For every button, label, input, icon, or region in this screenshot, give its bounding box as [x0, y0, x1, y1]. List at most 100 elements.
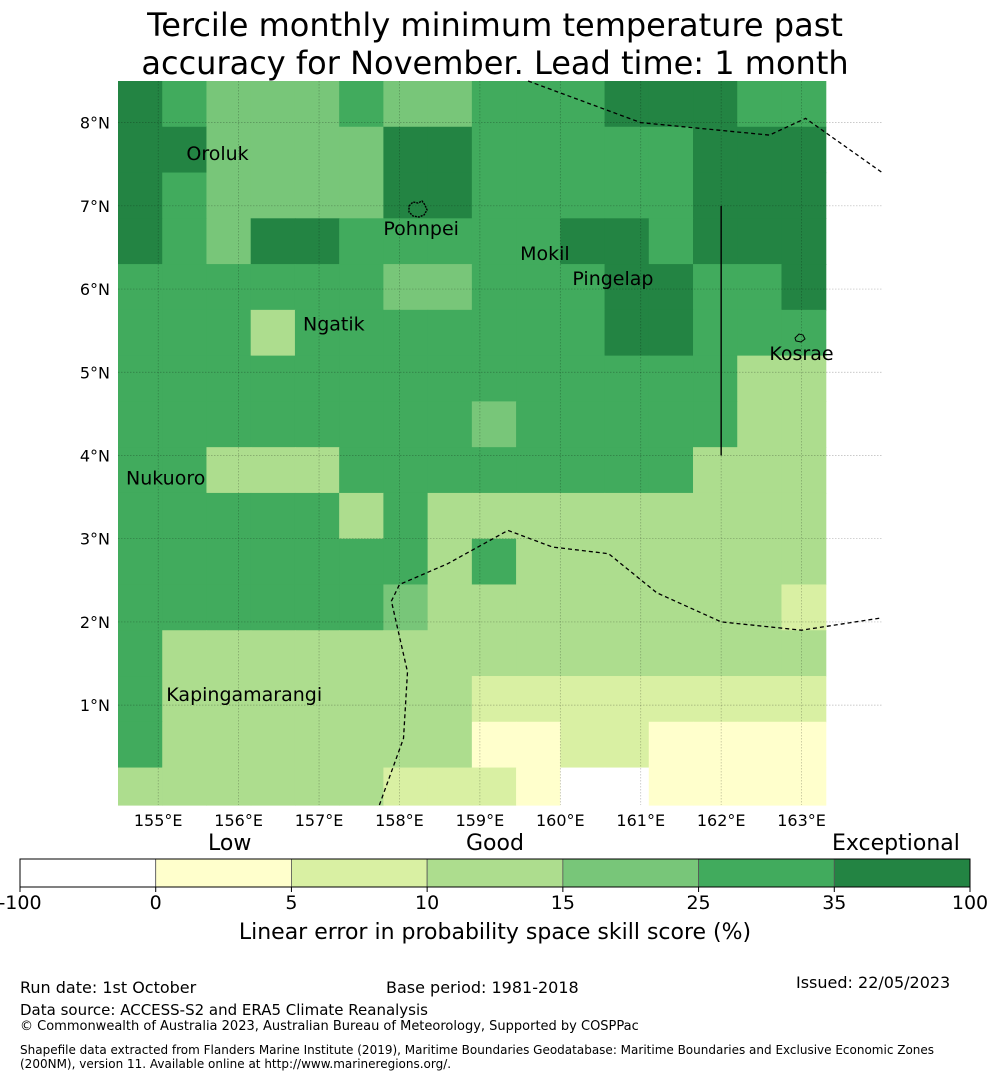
- skill-cell: [118, 584, 163, 631]
- skill-cell: [648, 447, 694, 494]
- skill-cell: [294, 81, 340, 128]
- skill-cell: [560, 309, 606, 357]
- skill-cell: [250, 264, 296, 311]
- skill-cell: [250, 630, 296, 677]
- skill-cell: [693, 401, 738, 448]
- place-label: Nukuoro: [126, 468, 205, 490]
- skill-cell: [693, 584, 738, 631]
- skill-cell: [471, 172, 517, 219]
- skill-cell: [471, 630, 517, 677]
- skill-cell: [162, 538, 208, 586]
- skill-cell: [427, 676, 473, 723]
- colorbar-tick-label: 10: [415, 892, 439, 914]
- skill-cell: [471, 676, 517, 723]
- skill-cell: [206, 584, 252, 631]
- skill-cell: [118, 264, 163, 311]
- skill-cell: [737, 630, 783, 677]
- skill-cell: [781, 309, 827, 357]
- skill-cell: [693, 309, 738, 357]
- lon-tick-label: 160°E: [536, 811, 585, 830]
- skill-cell: [648, 538, 694, 586]
- place-label: Oroluk: [186, 143, 248, 165]
- skill-cell: [604, 676, 650, 723]
- shapefile-credit-line-2: (200NM), version 11. Available online at…: [20, 1057, 452, 1071]
- island-outlines: [408, 200, 806, 343]
- skill-cell: [737, 264, 783, 311]
- lat-tick-label: 7°N: [80, 197, 110, 216]
- skill-cell: [427, 218, 473, 265]
- skill-cell: [383, 492, 429, 540]
- skill-cell: [516, 172, 561, 219]
- skill-cell: [604, 401, 650, 448]
- skill-cell: [206, 401, 252, 448]
- skill-cell: [737, 584, 783, 631]
- skill-cell: [294, 126, 340, 174]
- skill-cell: [781, 126, 827, 174]
- skill-cell: [781, 630, 827, 677]
- skill-cell: [250, 676, 296, 723]
- skill-cell: [693, 81, 738, 128]
- skill-cell: [383, 721, 429, 769]
- skill-cell: [560, 447, 606, 494]
- skill-cell: [294, 630, 340, 677]
- skill-cell: [250, 309, 296, 357]
- skill-cell: [250, 81, 296, 128]
- skill-cell: [648, 584, 694, 631]
- skill-cell: [118, 630, 163, 677]
- skill-cell: [162, 676, 208, 723]
- skill-cell: [339, 309, 384, 357]
- skill-cell: [604, 264, 650, 311]
- skill-cell: [383, 264, 429, 311]
- skill-cell: [648, 264, 694, 311]
- skill-cell: [250, 218, 296, 265]
- skill-cell: [604, 218, 650, 265]
- skill-cell: [118, 538, 163, 586]
- skill-cell: [516, 401, 561, 448]
- run-date: Run date: 1st October: [20, 978, 197, 997]
- skill-cell: [781, 264, 827, 311]
- skill-cell: [427, 630, 473, 677]
- skill-cell: [604, 126, 650, 174]
- colorbar-swatch: [19, 858, 157, 888]
- skill-cell: [206, 126, 252, 174]
- skill-cell: [604, 584, 650, 631]
- skill-cell: [162, 447, 208, 494]
- skill-cell: [118, 126, 163, 174]
- skill-cell: [560, 538, 606, 586]
- skill-cell: [427, 355, 473, 402]
- skill-cell: [339, 721, 384, 769]
- skill-cell: [781, 172, 827, 219]
- skill-cell: [383, 447, 429, 494]
- skill-cell: [250, 401, 296, 448]
- title-line-1: Tercile monthly minimum temperature past: [147, 6, 843, 44]
- skill-cell: [516, 81, 561, 128]
- skill-cell: [427, 309, 473, 357]
- skill-cell: [737, 447, 783, 494]
- skill-cell: [162, 309, 208, 357]
- skill-cell: [294, 401, 340, 448]
- skill-cell: [737, 172, 783, 219]
- skill-cell: [781, 447, 827, 494]
- skill-cell: [604, 309, 650, 357]
- skill-cell: [250, 584, 296, 631]
- base-period: Base period: 1981-2018: [386, 978, 579, 997]
- skill-cell: [162, 630, 208, 677]
- skill-cell: [693, 767, 738, 806]
- skill-cell: [781, 584, 827, 631]
- skill-cell: [339, 264, 384, 311]
- skill-cell: [648, 81, 694, 128]
- colorbar-tick-label: 100: [952, 892, 988, 914]
- skill-cell: [162, 172, 208, 219]
- lat-tick-label: 2°N: [80, 613, 110, 632]
- skill-cell: [560, 81, 606, 128]
- skill-cell: [560, 584, 606, 631]
- skill-cell: [339, 538, 384, 586]
- copyright: © Commonwealth of Australia 2023, Austra…: [20, 1019, 639, 1034]
- skill-cell: [648, 676, 694, 723]
- skill-cell: [648, 355, 694, 402]
- colorbar-tick-label: -100: [0, 892, 42, 914]
- skill-cell: [383, 126, 429, 174]
- skill-cell: [427, 492, 473, 540]
- skill-cell: [471, 264, 517, 311]
- skill-cell: [516, 126, 561, 174]
